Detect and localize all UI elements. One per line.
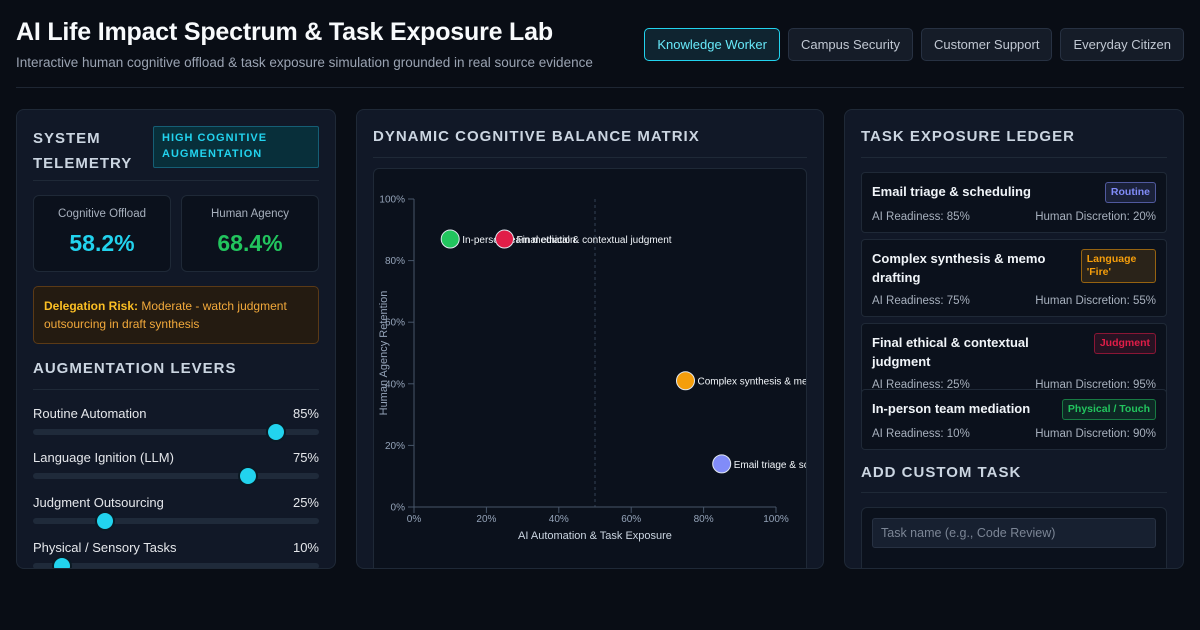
lever-slider-thumb[interactable] — [268, 424, 285, 440]
matrix-chart-container: 0% 20% 40% 60% 80% 100% 0% 20% 40% 60% 80% 100% AI A… — [373, 168, 808, 568]
lever-slider-track[interactable] — [33, 424, 319, 440]
task-card[interactable]: In-person team mediation Physical / Touc… — [861, 389, 1167, 450]
levers-title: Augmentation Levers — [33, 360, 237, 377]
augmentation-status-badge: HIGH COGNITIVE AUGMENTATION — [153, 126, 319, 168]
task-ai-readiness: AI Readiness: 75% — [872, 295, 970, 307]
x-tick-label: 20% — [476, 514, 496, 525]
x-tick-label: 80% — [694, 514, 714, 525]
delegation-risk-label: Delegation Risk: — [44, 299, 139, 313]
page-subtitle: Interactive human cognitive offload & ta… — [16, 55, 593, 70]
lever-value: 75% — [292, 450, 319, 465]
y-tick-label: 80% — [385, 256, 405, 267]
lever-slider-thumb[interactable] — [53, 558, 70, 568]
cognitive-offload-value: 58.2% — [69, 230, 135, 256]
task-category-badge: Routine — [1104, 182, 1156, 203]
telemetry-panel: System Telemetry HIGH COGNITIVE AUGMENTA… — [16, 109, 336, 569]
persona-customer-support-button[interactable]: Customer Support — [920, 28, 1053, 61]
cognitive-offload-card: Cognitive Offload 58.2% — [33, 195, 171, 272]
task-human-discretion: Human Discretion: 55% — [1035, 295, 1156, 307]
human-agency-label: Human Agency — [211, 208, 289, 220]
y-tick-label: 40% — [385, 379, 405, 390]
lever-label: Language Ignition (LLM) — [33, 450, 174, 465]
human-agency-value: 68.4% — [217, 230, 283, 256]
y-tick-label: 20% — [385, 441, 405, 452]
divider — [33, 389, 319, 390]
task-point-label: Final ethical & contextual judgment — [517, 235, 672, 246]
y-axis-label: Human Agency Retention — [378, 291, 390, 416]
x-axis-label: AI Automation & Task Exposure — [518, 530, 672, 542]
matrix-panel: Dynamic Cognitive Balance Matrix 0% 20% 40… — [356, 109, 824, 569]
lever-language-ignition: Language Ignition (LLM) 75% — [33, 450, 319, 490]
lever-slider-track[interactable] — [33, 558, 319, 568]
task-category-badge: Language 'Fire' — [1080, 249, 1156, 283]
lever-value: 10% — [292, 540, 319, 555]
telemetry-header: System Telemetry HIGH COGNITIVE AUGMENTA… — [33, 126, 319, 182]
lever-routine-automation: Routine Automation 85% — [33, 406, 319, 446]
task-point-label: In-person team mediation — [462, 235, 575, 246]
persona-selector: Knowledge Worker Campus Security Custome… — [644, 28, 1184, 61]
divider — [373, 157, 807, 158]
task-name: Email triage & scheduling — [872, 184, 1031, 199]
x-tick-label: 0% — [407, 514, 422, 525]
task-human-discretion: Human Discretion: 20% — [1035, 211, 1156, 223]
divider — [861, 157, 1167, 158]
x-tick-label: 40% — [549, 514, 569, 525]
task-name-input[interactable] — [872, 518, 1156, 548]
y-tick-label: 100% — [379, 195, 405, 206]
ledger-panel: Task Exposure Ledger Email triage & sche… — [844, 109, 1184, 569]
persona-knowledge-worker-button[interactable]: Knowledge Worker — [644, 28, 780, 61]
task-point — [495, 229, 514, 249]
task-name: Final ethical & contextual judgment — [872, 335, 1029, 369]
lever-physical-sensory: Physical / Sensory Tasks 10% — [33, 540, 319, 568]
task-human-discretion: Human Discretion: 90% — [1035, 428, 1156, 440]
page-title: AI Life Impact Spectrum & Task Exposure … — [16, 18, 553, 46]
custom-task-form — [861, 507, 1167, 568]
task-name: Complex synthesis & memo drafting — [872, 251, 1046, 285]
persona-everyday-citizen-button[interactable]: Everyday Citizen — [1060, 28, 1184, 61]
task-point-label: Complex synthesis & memo drafting — [698, 377, 808, 388]
lever-slider-track[interactable] — [33, 513, 319, 529]
task-card[interactable]: Email triage & scheduling Routine AI Rea… — [861, 172, 1167, 233]
delegation-risk-text: Moderate - watch judgment outsourcing in… — [44, 299, 287, 331]
lever-judgment-outsourcing: Judgment Outsourcing 25% — [33, 495, 319, 535]
balance-matrix-chart: 0% 20% 40% 60% 80% 100% 0% 20% 40% 60% 80% 100% AI A… — [378, 195, 808, 543]
task-point — [440, 229, 460, 249]
task-category-badge: Judgment — [1093, 333, 1156, 354]
x-tick-label: 100% — [763, 514, 789, 525]
lever-label: Physical / Sensory Tasks — [33, 540, 177, 555]
y-tick-label: 0% — [391, 503, 406, 514]
matrix-title: Dynamic Cognitive Balance Matrix — [373, 128, 700, 145]
lever-slider-thumb[interactable] — [96, 513, 113, 529]
task-point — [676, 371, 695, 391]
task-card[interactable]: Final ethical & contextual judgment Judg… — [861, 323, 1167, 401]
task-point-label: Email triage & scheduling — [734, 460, 807, 471]
custom-task-title: Add Custom Task — [861, 464, 1022, 481]
task-point — [712, 454, 732, 474]
ledger-title: Task Exposure Ledger — [861, 128, 1075, 145]
page-header: AI Life Impact Spectrum & Task Exposure … — [16, 18, 1184, 88]
persona-campus-security-button[interactable]: Campus Security — [787, 28, 913, 61]
divider — [861, 492, 1167, 493]
lever-value: 25% — [292, 495, 319, 510]
telemetry-title: System Telemetry — [33, 130, 133, 172]
task-ai-readiness: AI Readiness: 85% — [872, 211, 970, 223]
task-card[interactable]: Complex synthesis & memo drafting Langua… — [861, 239, 1167, 317]
task-category-badge: Physical / Touch — [1061, 399, 1156, 420]
task-name: In-person team mediation — [872, 401, 1031, 416]
lever-slider-thumb[interactable] — [239, 468, 256, 484]
task-human-discretion: Human Discretion: 95% — [1035, 379, 1156, 391]
lever-slider-track[interactable] — [33, 468, 319, 484]
task-ai-readiness: AI Readiness: 10% — [872, 428, 970, 440]
task-ai-readiness: AI Readiness: 25% — [872, 379, 970, 391]
lever-label: Routine Automation — [33, 406, 147, 421]
lever-label: Judgment Outsourcing — [33, 495, 164, 510]
x-tick-label: 60% — [621, 514, 641, 525]
cognitive-offload-label: Cognitive Offload — [57, 208, 146, 220]
divider — [33, 180, 319, 181]
y-tick-label: 60% — [385, 318, 405, 329]
lever-value: 85% — [292, 406, 319, 421]
human-agency-card: Human Agency 68.4% — [181, 195, 319, 272]
delegation-risk-alert: Delegation Risk: Moderate - watch judgme… — [33, 286, 319, 344]
